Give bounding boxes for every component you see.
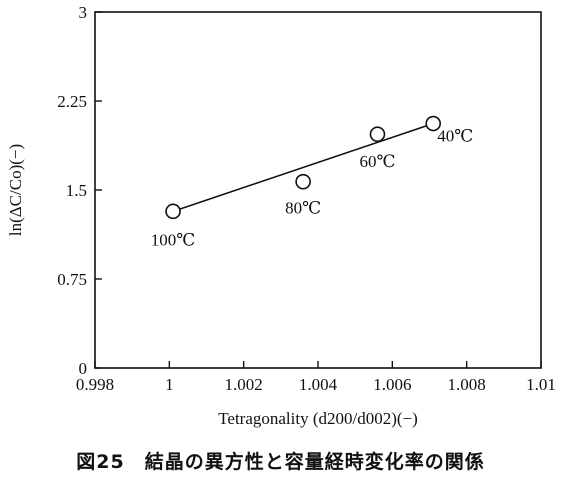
y-tick-label: 0.75 [57, 270, 87, 289]
x-axis-label: Tetragonality (d200/d002)(−) [218, 409, 418, 428]
x-tick-label: 1.008 [448, 375, 486, 394]
fit-line [172, 122, 434, 213]
data-points [165, 115, 442, 220]
data-point [369, 126, 386, 143]
point-label: 80℃ [285, 199, 321, 218]
x-tick-label: 1.01 [526, 375, 556, 394]
point-label: 100℃ [151, 230, 196, 249]
point-labels: 100℃ 80℃ 60℃ 40℃ [151, 127, 473, 250]
data-point [295, 173, 311, 190]
y-axis-label: ln(ΔC/Co)(−) [6, 144, 25, 236]
data-point [165, 203, 181, 220]
x-tick-label: 1.004 [299, 375, 338, 394]
x-axis-ticks: 0.998 1 1.002 1.004 1.006 1.008 1.01 [76, 361, 556, 394]
x-tick-label: 0.998 [76, 375, 114, 394]
plot-frame [94, 11, 542, 369]
data-point [425, 115, 442, 132]
x-tick-label: 1 [165, 375, 174, 394]
y-axis-ticks: 0 0.75 1.5 2.25 3 [57, 3, 102, 378]
point-label: 60℃ [359, 152, 395, 171]
figure-caption: 図25 結晶の異方性と容量経時変化率の関係 [76, 451, 485, 473]
chart: 0.998 1 1.002 1.004 1.006 1.008 1.01 0 0.75 1.5 2… [6, 3, 556, 428]
y-tick-label: 1.5 [66, 181, 87, 200]
x-tick-label: 1.002 [225, 375, 263, 394]
point-label: 40℃ [437, 127, 473, 146]
y-tick-label: 2.25 [57, 92, 87, 111]
y-tick-label: 0 [79, 359, 88, 378]
x-tick-label: 1.006 [373, 375, 411, 394]
y-tick-label: 3 [79, 3, 88, 22]
